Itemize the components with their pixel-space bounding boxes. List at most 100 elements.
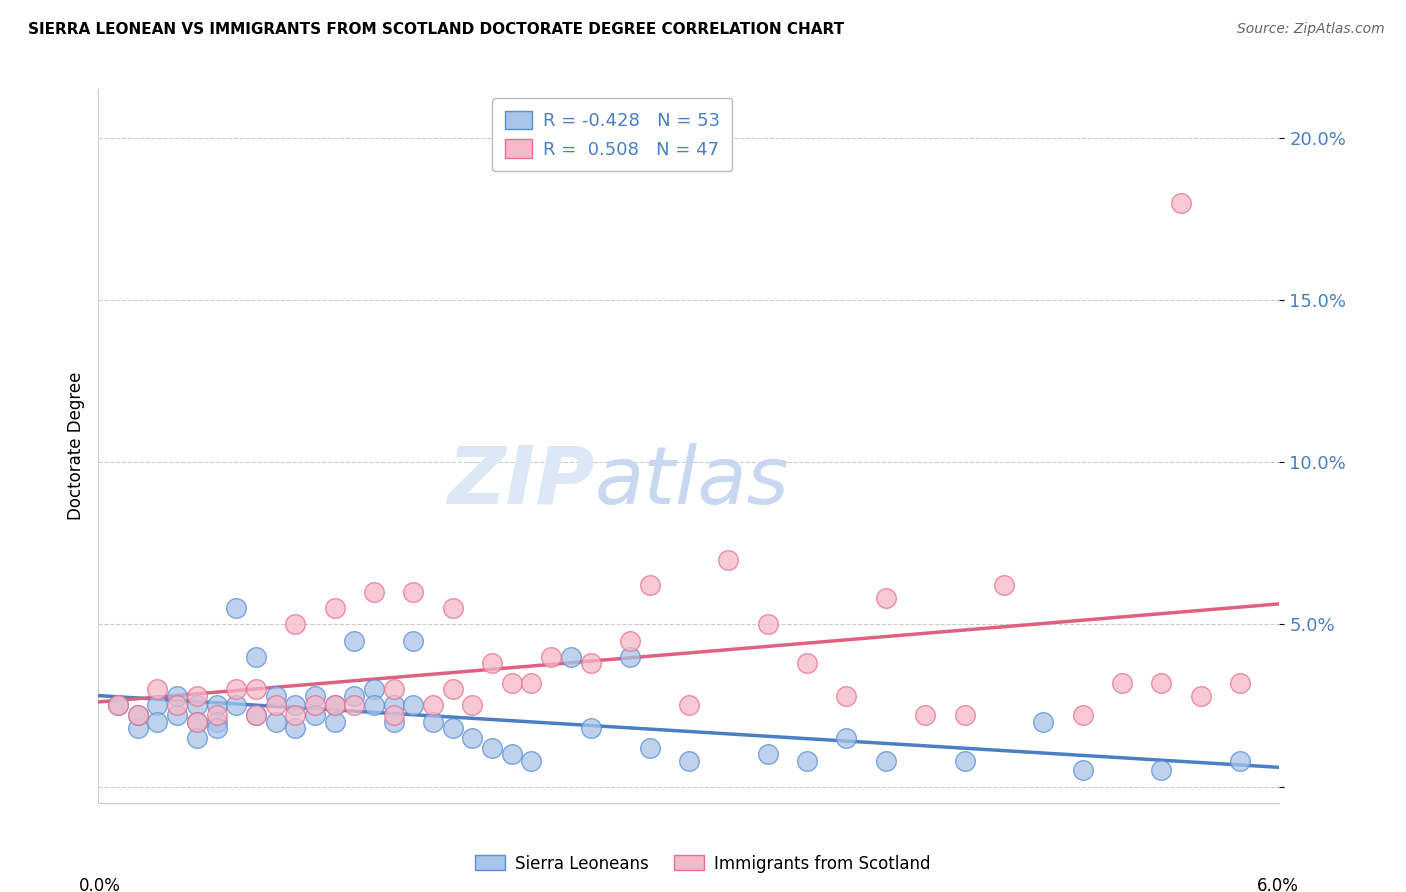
Text: Source: ZipAtlas.com: Source: ZipAtlas.com — [1237, 22, 1385, 37]
Point — [579, 657, 602, 671]
Point — [422, 698, 444, 713]
Point — [166, 708, 188, 723]
Point — [619, 633, 641, 648]
Point — [245, 682, 267, 697]
Point — [166, 689, 188, 703]
Point — [441, 682, 464, 697]
Text: 6.0%: 6.0% — [1257, 878, 1299, 892]
Point — [678, 698, 700, 713]
Point — [1150, 764, 1173, 778]
Point — [560, 649, 582, 664]
Point — [1032, 714, 1054, 729]
Point — [1170, 195, 1192, 210]
Point — [875, 591, 897, 606]
Point — [264, 689, 287, 703]
Point — [363, 682, 385, 697]
Point — [245, 708, 267, 723]
Point — [638, 740, 661, 755]
Point — [501, 675, 523, 690]
Point — [245, 649, 267, 664]
Point — [1229, 754, 1251, 768]
Point — [382, 708, 405, 723]
Point — [835, 731, 858, 745]
Point — [186, 731, 208, 745]
Point — [914, 708, 936, 723]
Point — [953, 754, 976, 768]
Point — [1150, 675, 1173, 690]
Text: atlas: atlas — [595, 442, 789, 521]
Point — [402, 698, 425, 713]
Point — [953, 708, 976, 723]
Point — [304, 698, 326, 713]
Point — [284, 698, 307, 713]
Point — [835, 689, 858, 703]
Point — [205, 721, 228, 735]
Point — [402, 633, 425, 648]
Point — [382, 698, 405, 713]
Point — [441, 721, 464, 735]
Point — [363, 698, 385, 713]
Point — [284, 617, 307, 632]
Point — [756, 617, 779, 632]
Y-axis label: Doctorate Degree: Doctorate Degree — [66, 372, 84, 520]
Point — [205, 708, 228, 723]
Legend: Sierra Leoneans, Immigrants from Scotland: Sierra Leoneans, Immigrants from Scotlan… — [468, 848, 938, 880]
Point — [127, 721, 149, 735]
Point — [579, 721, 602, 735]
Point — [186, 714, 208, 729]
Point — [166, 698, 188, 713]
Point — [304, 708, 326, 723]
Point — [619, 649, 641, 664]
Point — [756, 747, 779, 761]
Point — [1111, 675, 1133, 690]
Text: SIERRA LEONEAN VS IMMIGRANTS FROM SCOTLAND DOCTORATE DEGREE CORRELATION CHART: SIERRA LEONEAN VS IMMIGRANTS FROM SCOTLA… — [28, 22, 844, 37]
Point — [304, 689, 326, 703]
Point — [186, 698, 208, 713]
Point — [402, 585, 425, 599]
Point — [363, 585, 385, 599]
Point — [186, 714, 208, 729]
Point — [284, 721, 307, 735]
Point — [422, 714, 444, 729]
Point — [146, 714, 169, 729]
Point — [205, 714, 228, 729]
Point — [382, 682, 405, 697]
Point — [1189, 689, 1212, 703]
Point — [264, 714, 287, 729]
Point — [127, 708, 149, 723]
Point — [993, 578, 1015, 592]
Point — [323, 601, 346, 615]
Point — [501, 747, 523, 761]
Point — [245, 708, 267, 723]
Point — [323, 698, 346, 713]
Point — [323, 698, 346, 713]
Point — [717, 552, 740, 566]
Point — [1071, 764, 1094, 778]
Point — [107, 698, 129, 713]
Point — [225, 698, 247, 713]
Text: 0.0%: 0.0% — [79, 878, 121, 892]
Point — [678, 754, 700, 768]
Point — [481, 740, 503, 755]
Point — [638, 578, 661, 592]
Point — [343, 689, 366, 703]
Point — [796, 657, 818, 671]
Point — [127, 708, 149, 723]
Point — [1071, 708, 1094, 723]
Point — [264, 698, 287, 713]
Point — [146, 698, 169, 713]
Point — [520, 754, 543, 768]
Point — [225, 682, 247, 697]
Point — [205, 698, 228, 713]
Point — [323, 714, 346, 729]
Point — [1229, 675, 1251, 690]
Point — [186, 689, 208, 703]
Point — [481, 657, 503, 671]
Point — [146, 682, 169, 697]
Text: ZIP: ZIP — [447, 442, 595, 521]
Point — [225, 601, 247, 615]
Point — [520, 675, 543, 690]
Point — [343, 633, 366, 648]
Point — [461, 698, 484, 713]
Point — [875, 754, 897, 768]
